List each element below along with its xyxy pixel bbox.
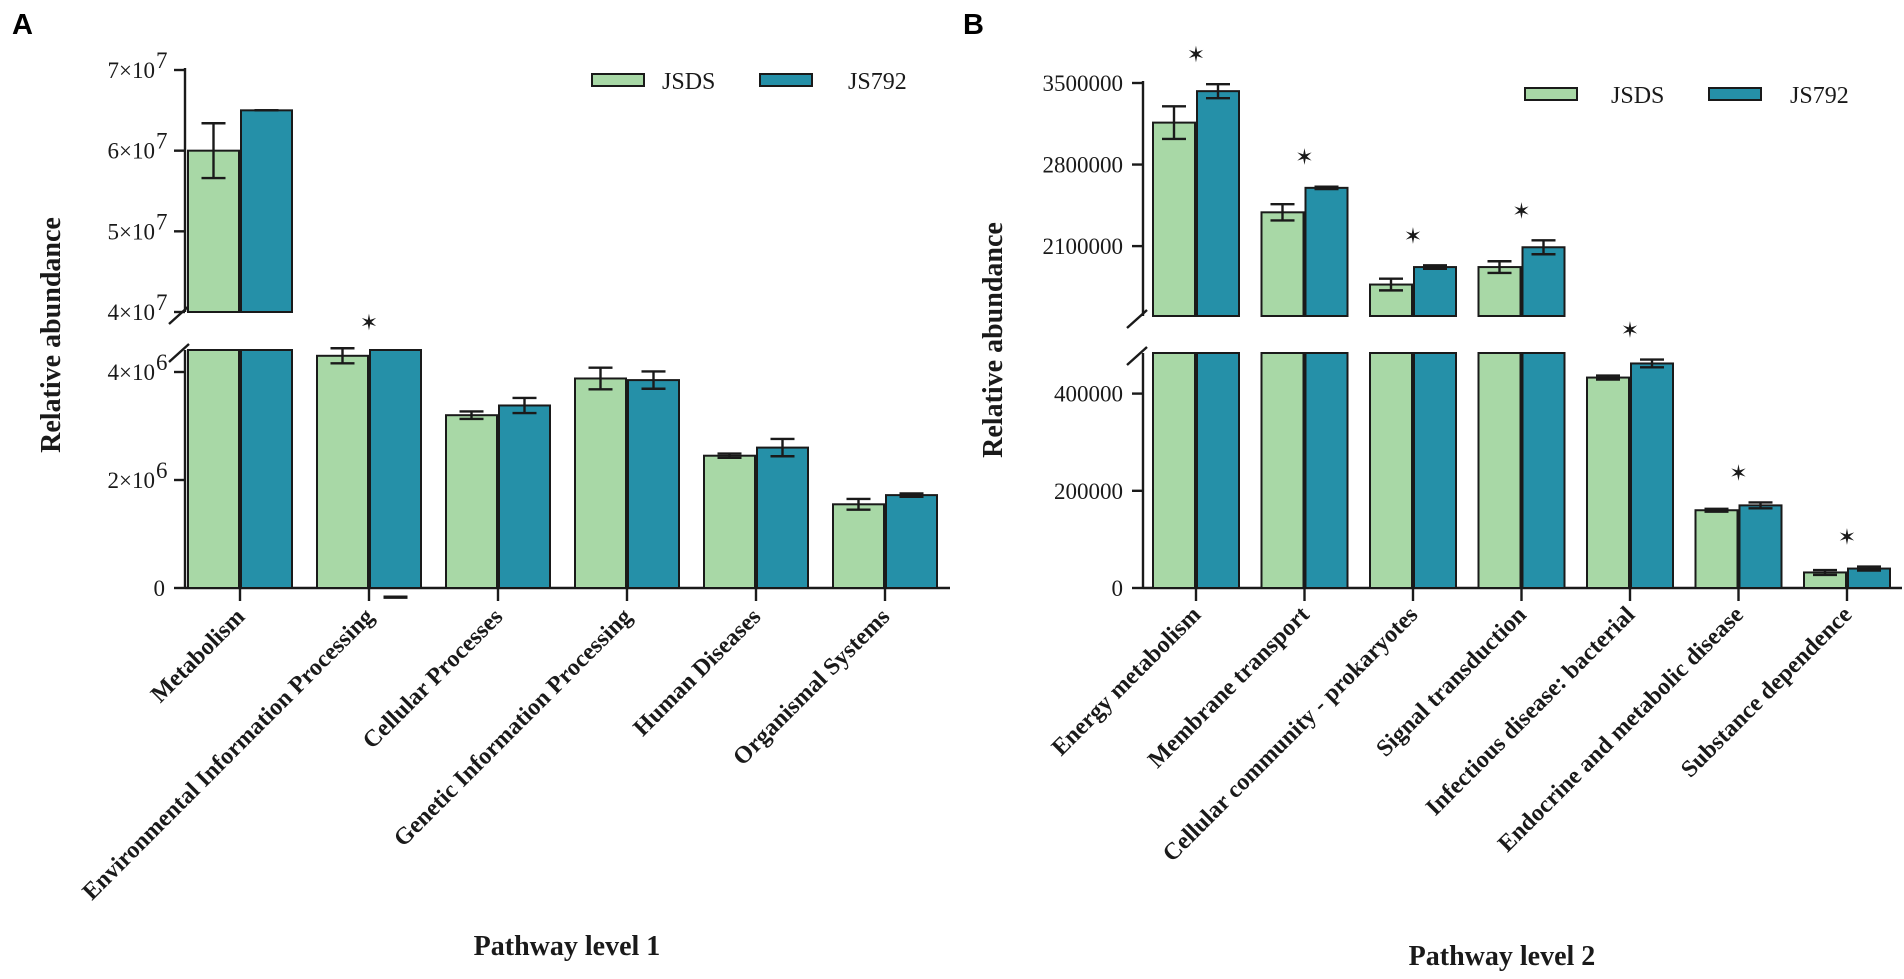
- y-tick-label: 5×10: [108, 219, 155, 244]
- bar-js792: [1630, 362, 1674, 589]
- bar-jsds: [1152, 121, 1196, 317]
- bar-js792-lower: [1413, 352, 1457, 589]
- x-tick-label: Cellular Processes: [358, 604, 508, 754]
- legend-swatch-jsds: [1524, 87, 1578, 101]
- significance-star: ✶: [1295, 146, 1313, 171]
- bar-js792: [627, 379, 680, 589]
- significance-star: ✶: [1187, 43, 1205, 68]
- y-tick-exponent: 6: [156, 458, 168, 483]
- bar-js792-lower: [240, 349, 293, 589]
- bar-js792: [756, 446, 809, 589]
- significance-star: ✶: [360, 311, 378, 336]
- y-tick-label: 4×10: [108, 360, 155, 385]
- y-axis-title: Relative abundance: [36, 217, 67, 453]
- panel-label: B: [963, 9, 984, 41]
- y-tick-exponent: 7: [156, 129, 168, 154]
- legend-label: JSDS: [1611, 83, 1664, 109]
- y-tick-label: 0: [154, 576, 166, 601]
- bar-js792-lower: [369, 349, 422, 589]
- y-tick-label: 4×10: [108, 300, 155, 325]
- bar-js792-lower: [1196, 352, 1240, 589]
- bar-js792: [885, 494, 938, 589]
- x-tick-label: Metabolism: [146, 604, 250, 708]
- bar-jsds: [1694, 509, 1739, 589]
- x-axis-title: Pathway level 1: [474, 931, 661, 962]
- y-tick-label: 2100000: [1043, 234, 1124, 259]
- axis-break-mark: [168, 305, 190, 325]
- bar-jsds-lower: [1260, 352, 1305, 589]
- y-tick-label: 200000: [1054, 479, 1123, 504]
- legend-swatch-js792: [759, 73, 813, 87]
- significance-star: ✶: [1621, 319, 1639, 344]
- bar-jsds: [316, 354, 369, 589]
- significance-star: ✶: [1512, 199, 1530, 224]
- bar-jsds: [1260, 211, 1305, 317]
- x-axis-title: Pathway level 2: [1409, 941, 1596, 972]
- bar-jsds-lower: [1152, 352, 1196, 589]
- bar-js792-lower: [1304, 352, 1349, 589]
- bar-jsds-lower: [187, 349, 240, 589]
- legend-label: JS792: [848, 69, 907, 95]
- y-tick-label: 400000: [1054, 382, 1123, 407]
- y-tick-label: 6×10: [108, 139, 155, 164]
- axis-break-mark: [1126, 309, 1148, 329]
- bar-js792: [1196, 90, 1240, 317]
- bar-jsds-lower: [1369, 352, 1413, 589]
- legend-swatch-jsds: [591, 73, 645, 87]
- chart-panel-b: B0200000400000210000028000003500000Energ…: [963, 9, 1902, 972]
- bar-js792-lower: [1521, 352, 1566, 589]
- y-axis-title: Relative abundance: [978, 222, 1009, 458]
- bar-jsds-lower: [1477, 352, 1522, 589]
- x-tick-label: Environmental Information Processing: [78, 604, 380, 906]
- bar-jsds: [445, 414, 498, 590]
- significance-star: ✶: [1404, 224, 1422, 249]
- axis-break-mark: [1126, 346, 1148, 366]
- y-tick-exponent: 7: [156, 290, 168, 315]
- bar-js792: [240, 109, 293, 314]
- axis-break-mark: [168, 343, 190, 363]
- y-tick-label: 7×10: [108, 58, 155, 83]
- bar-js792: [498, 404, 551, 590]
- legend-swatch-js792: [1708, 87, 1762, 101]
- y-tick-exponent: 7: [156, 209, 168, 234]
- significance-star: ✶: [1838, 526, 1856, 551]
- x-tick-label: Infectious disease: bacterial: [1421, 602, 1640, 821]
- x-tick-label: Human Diseases: [629, 604, 767, 742]
- bar-jsds: [1586, 376, 1630, 590]
- bar-jsds: [832, 503, 885, 589]
- y-tick-label: 2×10: [108, 468, 155, 493]
- chart-panel-a: A02×10 64×10 64×10 75×10 76×10 77×10 7Metaboli…: [12, 9, 950, 962]
- panel-label: A: [12, 9, 33, 41]
- y-tick-label: 2800000: [1043, 153, 1124, 178]
- bar-jsds: [1477, 266, 1522, 318]
- bar-js792: [1413, 266, 1457, 318]
- y-tick-exponent: 7: [156, 48, 168, 73]
- legend-label: JSDS: [662, 69, 715, 95]
- legend-label: JS792: [1790, 83, 1849, 109]
- y-tick-label: 3500000: [1043, 71, 1124, 96]
- bar-jsds: [703, 454, 756, 590]
- y-tick-label: 0: [1112, 576, 1124, 601]
- x-tick-label: Genetic Information Processing: [389, 604, 637, 852]
- y-tick-exponent: 6: [156, 350, 168, 375]
- significance-star: ✶: [1729, 461, 1747, 486]
- bar-js792: [1738, 504, 1783, 590]
- bar-js792: [1304, 186, 1349, 317]
- bar-js792: [1521, 246, 1566, 317]
- bar-jsds: [574, 377, 627, 590]
